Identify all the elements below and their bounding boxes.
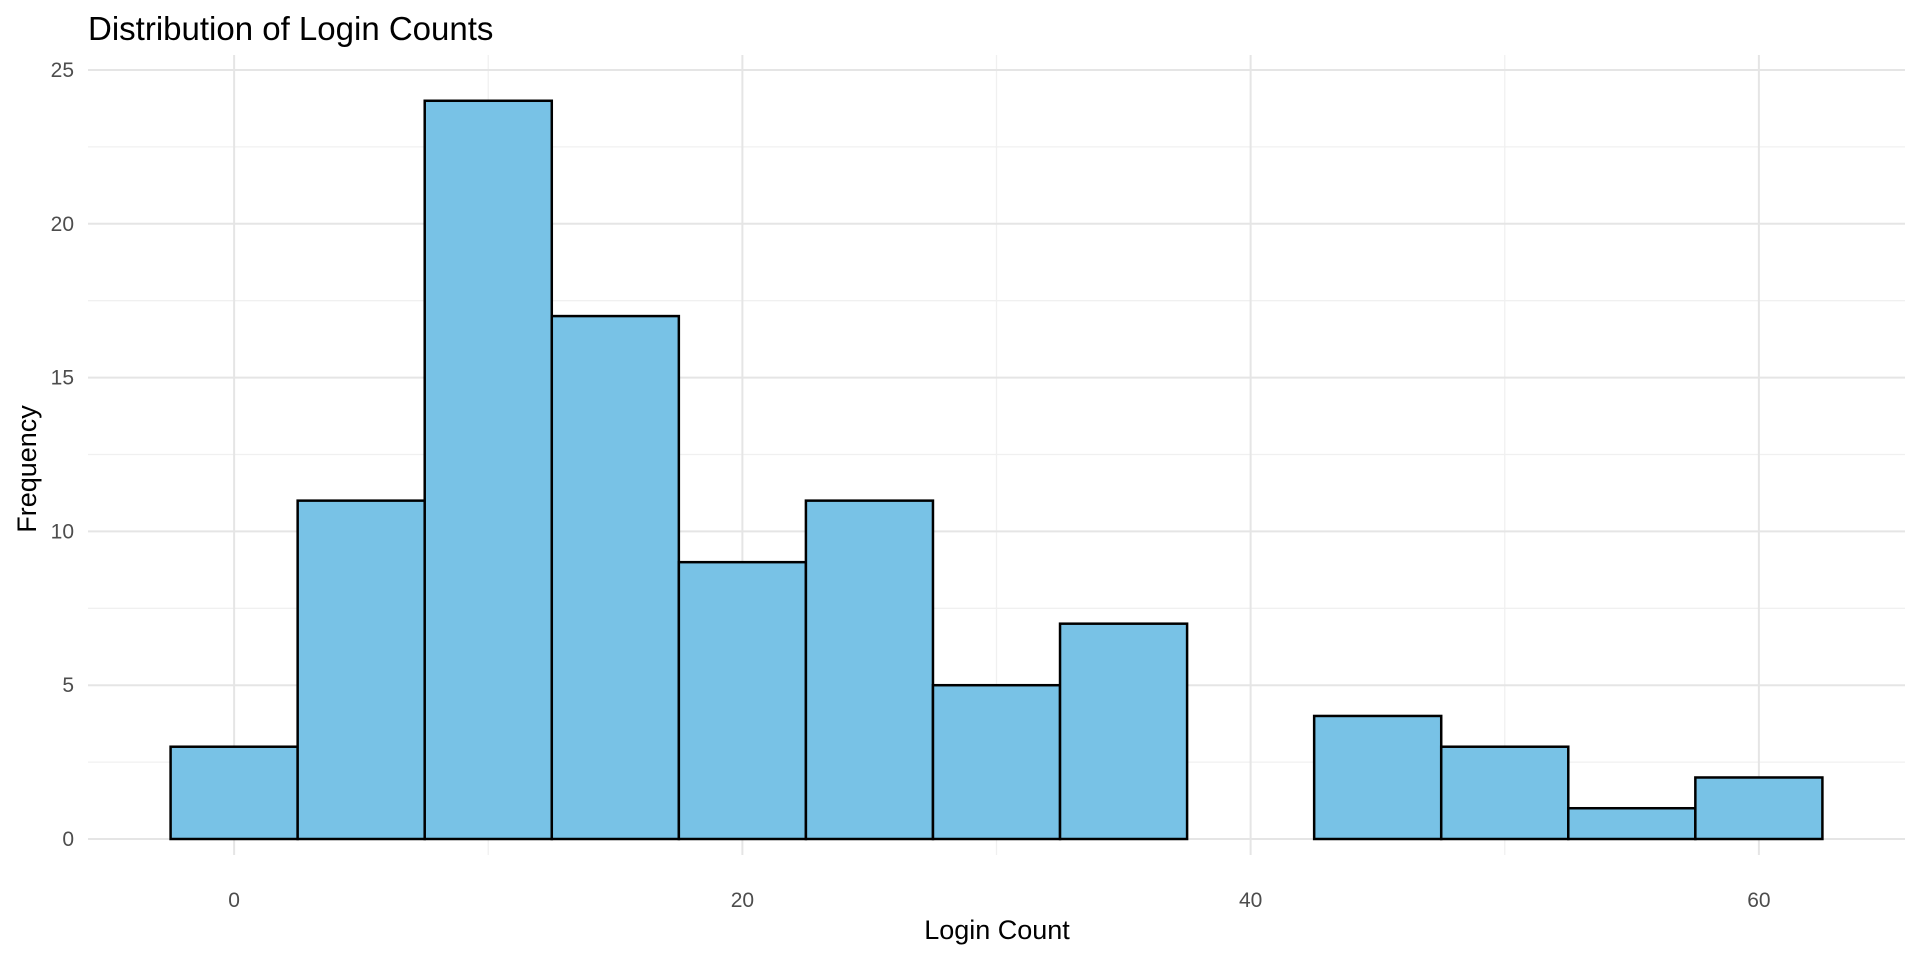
histogram-bar-3 bbox=[550, 314, 681, 841]
y-tick-label: 0 bbox=[62, 828, 74, 851]
y-tick-label: 5 bbox=[62, 674, 74, 697]
y-tick-label: 20 bbox=[51, 213, 74, 236]
histogram-bar-1 bbox=[296, 499, 426, 841]
y-tick-label: 25 bbox=[51, 59, 74, 82]
histogram-bar-4 bbox=[677, 560, 808, 841]
y-axis-ticks: 0 5 10 15 20 25 bbox=[51, 59, 74, 851]
histogram-bar-12 bbox=[1694, 776, 1824, 841]
y-tick-label: 15 bbox=[51, 367, 74, 390]
histogram-bar-7 bbox=[1058, 622, 1189, 841]
histogram-bar-2 bbox=[423, 99, 554, 841]
x-axis-ticks: 0 20 40 60 bbox=[228, 889, 1770, 912]
chart-title: Distribution of Login Counts bbox=[88, 10, 493, 47]
y-tick-label: 10 bbox=[51, 520, 74, 543]
histogram-bar-5 bbox=[804, 499, 935, 841]
x-axis-title: Login Count bbox=[924, 915, 1070, 945]
x-tick-label: 40 bbox=[1239, 889, 1262, 912]
x-tick-label: 0 bbox=[228, 889, 240, 912]
histogram-bar-11 bbox=[1567, 806, 1697, 841]
histogram-bar-0 bbox=[169, 745, 299, 841]
x-tick-label: 60 bbox=[1747, 889, 1770, 912]
y-axis-title: Frequency bbox=[12, 405, 42, 533]
histogram-bar-10 bbox=[1439, 745, 1570, 841]
histogram-bars bbox=[169, 99, 1824, 841]
histogram-bar-9 bbox=[1312, 714, 1443, 841]
x-tick-label: 20 bbox=[731, 889, 754, 912]
histogram-bar-6 bbox=[931, 683, 1062, 841]
